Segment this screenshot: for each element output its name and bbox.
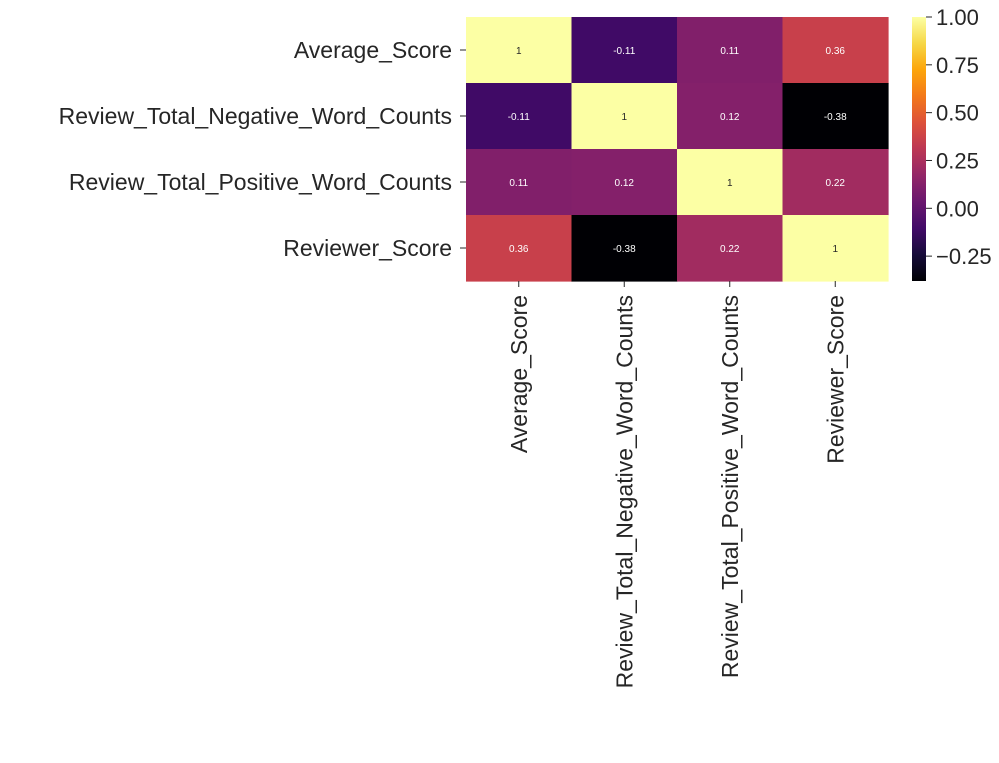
cell-value-label: -0.38 (824, 112, 847, 123)
heatmap-cell (466, 149, 573, 216)
cell-value-label: 0.36 (509, 244, 529, 255)
column-label: Review_Total_Positive_Word_Counts (717, 295, 743, 678)
row-labels: Average_Score Review_Total_Negative_Word_… (59, 37, 466, 261)
row-label: Average_Score (294, 37, 452, 63)
column-label: Average_Score (506, 295, 532, 453)
colorbar-gradient (912, 17, 926, 281)
heatmap-cell (677, 149, 784, 216)
cell-value-label: 0.12 (615, 178, 635, 189)
cell-value-label: -0.11 (508, 112, 530, 123)
heatmap-cell (782, 215, 889, 282)
cell-value-label: 1 (621, 112, 627, 123)
heatmap-cell (466, 215, 573, 282)
heatmap-cell (466, 17, 573, 84)
heatmap-cell (677, 83, 784, 150)
heatmap-cell (782, 83, 889, 150)
cell-value-label: 0.22 (720, 244, 740, 255)
cell-value-label: 1 (832, 244, 838, 255)
colorbar-tick-label: 0.75 (936, 53, 979, 78)
row-label: Review_Total_Negative_Word_Counts (59, 103, 452, 129)
heatmap-cells (466, 17, 889, 282)
heatmap-cell (782, 17, 889, 84)
cell-value-label: 1 (516, 46, 522, 57)
heatmap-cell (571, 17, 678, 84)
heatmap-cell (677, 17, 784, 84)
cell-value-label: 0.22 (826, 178, 846, 189)
cell-value-label: -0.11 (613, 46, 635, 57)
cell-value-label: 0.36 (826, 46, 846, 57)
heatmap-cell (466, 83, 573, 150)
heatmap-cell (677, 215, 784, 282)
column-label: Reviewer_Score (822, 295, 848, 464)
colorbar: 1.00 0.75 0.50 0.25 0.00 −0.25 (912, 5, 992, 281)
row-label: Reviewer_Score (283, 235, 452, 261)
heatmap-value-labels: 1 -0.11 0.11 0.36 -0.11 1 0.12 -0.38 0.11 0.12 1 0.… (508, 46, 847, 255)
colorbar-tick-label: 0.25 (936, 148, 979, 173)
column-label: Review_Total_Negative_Word_Counts (611, 295, 637, 688)
heatmap-cell (571, 215, 678, 282)
cell-value-label: 1 (727, 178, 733, 189)
colorbar-tick-label: 0.50 (936, 101, 979, 126)
cell-value-label: 0.12 (720, 112, 740, 123)
column-labels: Average_Score Review_Total_Negative_Word_… (506, 281, 848, 688)
heatmap-cell (782, 149, 889, 216)
cell-value-label: 0.11 (509, 178, 528, 189)
heatmap-cell (571, 149, 678, 216)
colorbar-tick-label: 0.00 (936, 196, 979, 221)
cell-value-label: -0.38 (613, 244, 636, 255)
heatmap-cell (571, 83, 678, 150)
colorbar-tick-label: −0.25 (936, 244, 992, 269)
cell-value-label: 0.11 (720, 46, 739, 57)
colorbar-tick-label: 1.00 (936, 5, 979, 30)
row-label: Review_Total_Positive_Word_Counts (69, 169, 452, 195)
